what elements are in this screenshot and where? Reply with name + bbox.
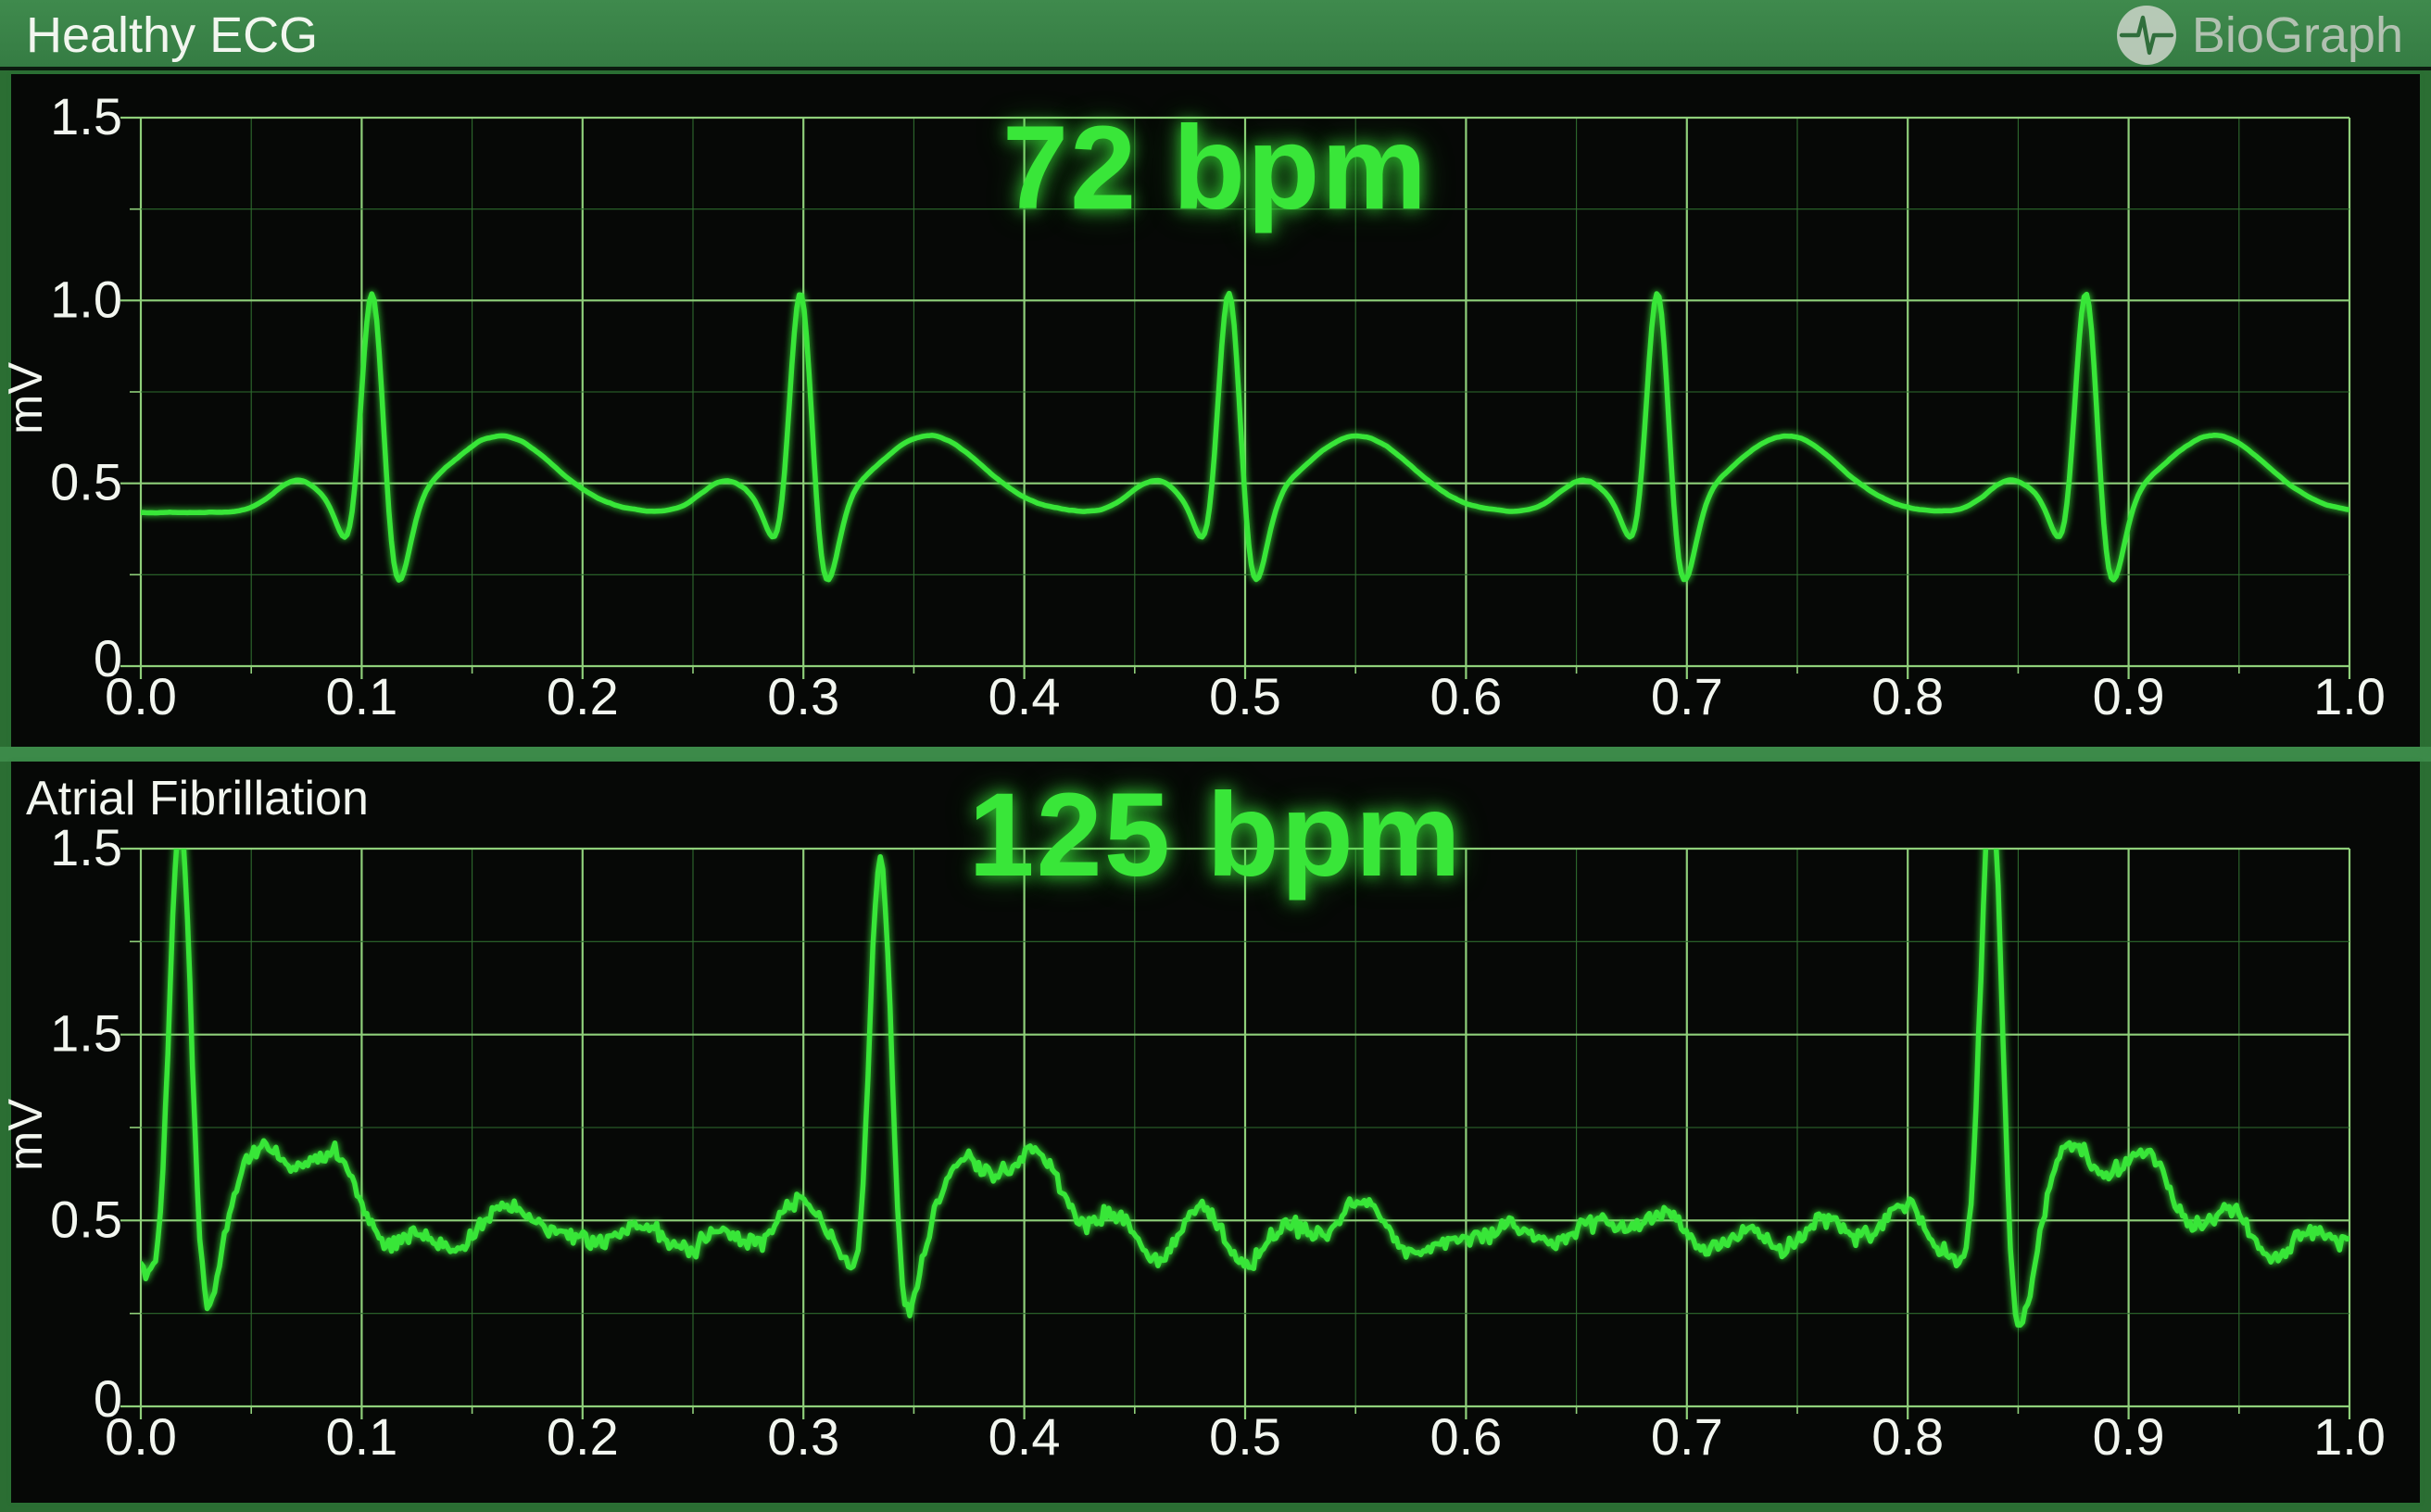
svg-text:0: 0 xyxy=(94,629,122,687)
svg-text:1.5: 1.5 xyxy=(50,1004,122,1063)
svg-text:0.5: 0.5 xyxy=(50,1190,122,1248)
svg-text:0.9: 0.9 xyxy=(2093,667,2165,725)
svg-text:0.8: 0.8 xyxy=(1871,667,1944,725)
svg-text:0.1: 0.1 xyxy=(325,667,397,725)
svg-text:1.0: 1.0 xyxy=(2313,667,2386,725)
svg-text:0.5: 0.5 xyxy=(1209,1407,1281,1466)
svg-text:0.5: 0.5 xyxy=(1209,667,1281,725)
svg-text:0.7: 0.7 xyxy=(1651,667,1723,725)
svg-text:mV: mV xyxy=(0,1099,53,1171)
svg-text:0.4: 0.4 xyxy=(989,667,1061,725)
svg-text:0.4: 0.4 xyxy=(989,1407,1061,1466)
svg-text:0.9: 0.9 xyxy=(2093,1407,2165,1466)
svg-text:0: 0 xyxy=(94,1369,122,1428)
svg-text:0.6: 0.6 xyxy=(1430,667,1502,725)
svg-text:0.3: 0.3 xyxy=(767,667,839,725)
svg-text:1.0: 1.0 xyxy=(50,270,122,328)
svg-text:0.8: 0.8 xyxy=(1871,1407,1944,1466)
svg-text:1.0: 1.0 xyxy=(2313,1407,2386,1466)
svg-text:0.1: 0.1 xyxy=(325,1407,397,1466)
svg-text:mV: mV xyxy=(0,362,53,435)
svg-text:0.5: 0.5 xyxy=(50,453,122,511)
svg-text:0.3: 0.3 xyxy=(767,1407,839,1466)
svg-text:0.2: 0.2 xyxy=(547,667,619,725)
svg-text:0.6: 0.6 xyxy=(1430,1407,1502,1466)
svg-text:0.2: 0.2 xyxy=(547,1407,619,1466)
svg-text:0.7: 0.7 xyxy=(1651,1407,1723,1466)
